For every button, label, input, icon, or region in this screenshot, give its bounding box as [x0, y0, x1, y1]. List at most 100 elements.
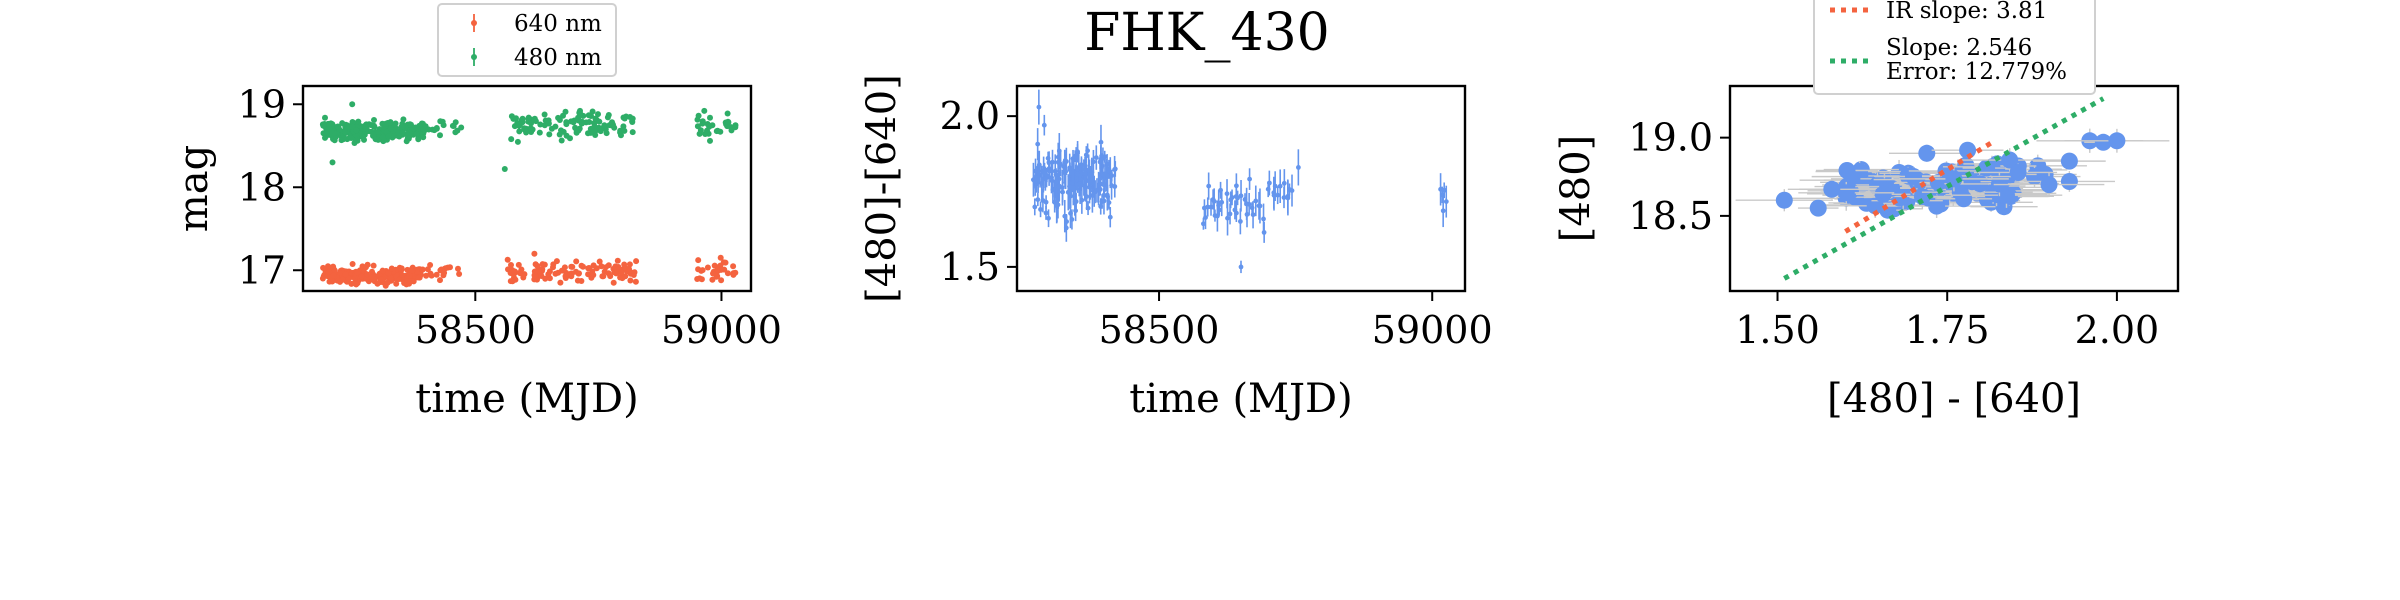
data-point — [331, 267, 338, 274]
data-point — [704, 121, 711, 127]
data-point — [541, 111, 548, 118]
data-point — [415, 136, 422, 143]
y-axis-label: mag — [171, 145, 217, 232]
data-point — [699, 120, 706, 127]
data-point — [1075, 149, 1080, 155]
data-point — [363, 275, 369, 282]
data-point — [698, 267, 705, 274]
y-tick-label: 2.0 — [940, 94, 1000, 138]
data-point — [504, 256, 511, 263]
data-point — [1232, 207, 1238, 213]
series-640-nm — [319, 250, 739, 291]
data-point — [585, 112, 592, 119]
data-point — [1905, 168, 1922, 185]
data-point — [696, 275, 703, 282]
y-tick-label: 18 — [238, 165, 286, 209]
data-point — [1238, 264, 1244, 270]
data-point — [629, 129, 636, 136]
data-point — [724, 270, 731, 277]
plot-area — [319, 101, 739, 291]
data-point — [538, 273, 545, 279]
data-point — [1082, 171, 1088, 177]
data-point — [437, 118, 444, 125]
data-point — [586, 119, 593, 125]
data-point — [509, 267, 516, 274]
data-point — [1809, 199, 1827, 217]
data-point — [1918, 144, 1936, 162]
data-point — [1874, 185, 1892, 203]
data-point — [2009, 164, 2027, 181]
data-point — [433, 271, 440, 278]
data-point — [603, 130, 610, 137]
data-point — [534, 276, 540, 283]
data-point — [423, 272, 430, 279]
data-point — [536, 129, 543, 136]
data-point — [371, 117, 377, 123]
data-point — [1038, 207, 1043, 212]
data-point — [501, 166, 508, 172]
data-point — [2060, 173, 2078, 190]
data-point — [1281, 195, 1287, 201]
data-point — [396, 133, 403, 140]
data-point — [607, 273, 614, 280]
data-point — [694, 123, 701, 130]
data-point — [1211, 198, 1217, 204]
panel-color-lightcurve: 58500 59000 1.5 2.0 time (MJD) [480]-[640] — [859, 74, 1493, 422]
data-point — [532, 118, 539, 125]
x-tick-label: 1.75 — [1905, 308, 1990, 352]
data-point — [1097, 159, 1103, 165]
data-point — [416, 274, 423, 281]
data-point — [329, 159, 336, 166]
data-point — [714, 266, 721, 273]
data-point — [598, 263, 605, 270]
data-point — [1041, 122, 1047, 128]
data-point — [1837, 184, 1855, 202]
data-point — [578, 262, 585, 269]
data-point — [1275, 192, 1281, 198]
data-point — [1228, 197, 1234, 203]
data-point — [620, 123, 627, 130]
plot-area — [1735, 96, 2170, 281]
data-point — [334, 123, 341, 130]
panel-magnitude-lightcurve: 58500 59000 17 18 19 time (MJD) mag 640 nm 480 n… — [171, 3, 782, 422]
data-point — [626, 261, 633, 268]
x-tick-label: 58500 — [415, 308, 536, 352]
data-point — [378, 276, 385, 283]
data-point — [337, 278, 343, 285]
plot-area — [1031, 89, 1449, 274]
data-point — [1058, 161, 1063, 167]
data-point — [1035, 197, 1041, 203]
data-point — [374, 128, 381, 135]
data-point — [545, 120, 552, 127]
data-point — [456, 271, 463, 277]
x-tick-label: 58500 — [1099, 308, 1220, 352]
data-point — [387, 274, 394, 281]
data-point — [2040, 176, 2058, 194]
data-point — [1219, 199, 1225, 205]
data-point — [508, 136, 515, 143]
data-point — [707, 114, 713, 121]
data-point — [609, 119, 615, 126]
data-point — [337, 270, 344, 277]
data-point — [717, 128, 724, 135]
data-point — [326, 269, 333, 275]
data-point — [1224, 191, 1230, 197]
data-point — [338, 137, 345, 144]
x-axis-label: time (MJD) — [415, 376, 638, 422]
data-point — [1068, 193, 1073, 199]
y-tick-label: 17 — [238, 248, 286, 292]
data-point — [399, 129, 406, 136]
data-point — [550, 264, 556, 271]
data-point — [385, 133, 392, 140]
data-point — [556, 117, 563, 123]
data-point — [1094, 188, 1100, 193]
data-point — [1085, 148, 1090, 154]
data-point — [1267, 180, 1272, 186]
data-point — [1063, 225, 1069, 231]
data-point — [342, 129, 348, 136]
series-480-nm — [319, 101, 739, 172]
data-point — [1285, 195, 1291, 201]
data-point — [358, 273, 365, 280]
data-point — [1090, 193, 1095, 198]
data-point — [1079, 197, 1085, 203]
